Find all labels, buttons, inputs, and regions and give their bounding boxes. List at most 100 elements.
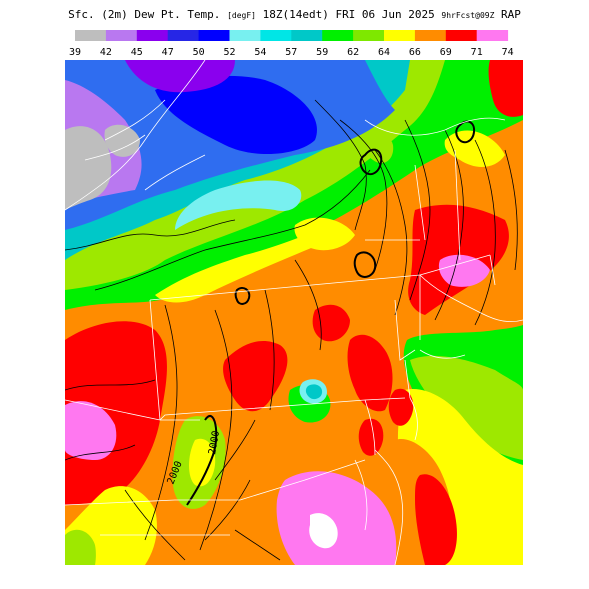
field-name: Sfc. (2m) Dew Pt. Temp.: [68, 8, 221, 21]
color-legend: 39 42 45 47 50 52 54 57 59 62 64 66 69 71 74: [69, 30, 514, 58]
state-border: [104, 99, 166, 141]
state-border: [149, 299, 161, 421]
contour-line: [434, 129, 464, 321]
dewpoint-region-purple: [125, 60, 235, 93]
contour-line: [214, 419, 256, 481]
dewpoint-region-lime: [366, 133, 394, 164]
legend-swatch: [136, 30, 169, 41]
legend-swatch: [445, 30, 478, 41]
legend-label: 45: [131, 47, 143, 58]
legend-swatch: [476, 30, 509, 41]
contour-lines: [65, 99, 518, 561]
contour-line: [65, 219, 236, 251]
dewpoint-region-blue: [155, 75, 317, 155]
legend-label: 62: [347, 47, 359, 58]
dewpoint-region-red: [488, 60, 523, 117]
contour-line: [374, 149, 408, 316]
dewpoint-region-yellow: [189, 438, 216, 487]
legend-swatch: [260, 30, 292, 41]
dewpoint-region-red: [312, 304, 350, 342]
dewpoint-region-gray: [65, 126, 112, 210]
forecast-hour: 9hrFcst@09Z: [441, 11, 495, 20]
contour-line-bold: [186, 415, 218, 506]
contour-line: [234, 529, 281, 561]
dewpoint-region-red: [223, 340, 288, 412]
dewpoint-map: 2000 2000: [65, 60, 523, 565]
dewpoint-fill-regions: [65, 60, 523, 565]
state-border: [419, 254, 491, 276]
contour-line: [314, 99, 367, 231]
contour-line: [65, 444, 136, 461]
state-border: [159, 399, 366, 421]
state-border: [414, 164, 426, 241]
legend-swatch: [322, 30, 354, 41]
contour-label: 2000: [207, 430, 222, 456]
dewpoint-region-teal: [305, 384, 323, 400]
state-border: [454, 149, 461, 261]
state-border: [394, 299, 416, 361]
legend-label: 64: [378, 47, 390, 58]
contour-line: [294, 259, 322, 351]
state-border: [409, 397, 418, 441]
state-border: [364, 399, 376, 456]
legend-swatch: [167, 30, 200, 41]
legend-label: 42: [100, 47, 112, 58]
dewpoint-region-red: [358, 418, 384, 456]
legend-label: 74: [502, 47, 514, 58]
state-border: [65, 399, 161, 421]
legend-swatch: [384, 30, 416, 41]
legend-label: 66: [409, 47, 421, 58]
state-border: [404, 359, 411, 399]
dewpoint-region-yellow: [155, 225, 335, 303]
state-border: [239, 459, 366, 501]
state-border: [364, 397, 406, 401]
state-border: [149, 274, 421, 301]
state-border: [144, 154, 206, 191]
contour-line-bold: [455, 120, 476, 144]
dewpoint-region-red: [388, 388, 414, 426]
contour-line: [199, 309, 233, 551]
dewpoint-region-yellow: [294, 217, 355, 251]
legend-swatch: [414, 30, 447, 41]
legend-swatch: [229, 30, 261, 41]
state-border: [65, 60, 206, 211]
contour-line: [474, 139, 496, 326]
state-border: [419, 274, 523, 323]
contour-line: [264, 289, 275, 411]
legend-label: 52: [223, 47, 235, 58]
legend-swatch: [75, 30, 107, 41]
dewpoint-region-cyan: [175, 180, 302, 230]
map-title: Sfc. (2m) Dew Pt. Temp. [degF] 18Z(14edt…: [0, 8, 589, 21]
dewpoint-region-lime: [65, 529, 96, 565]
dewpoint-region-gray: [104, 124, 140, 157]
contour-line: [404, 119, 431, 301]
legend-label: 50: [193, 47, 205, 58]
state-border: [419, 349, 466, 359]
contour-line: [65, 379, 156, 391]
legend-swatch: [105, 30, 138, 41]
units-label: [degF]: [227, 11, 256, 20]
legend-label: 59: [316, 47, 328, 58]
legend-label: 69: [440, 47, 452, 58]
legend-swatch: [291, 30, 323, 41]
contour-line: [504, 149, 518, 271]
contour-line-bold: [234, 287, 251, 305]
legend-label: 54: [254, 47, 266, 58]
legend-swatch: [353, 30, 385, 41]
legend-label: 47: [162, 47, 174, 58]
dewpoint-region-red: [415, 474, 457, 565]
legend-label: 39: [69, 47, 81, 58]
contour-line-bold: [359, 148, 383, 176]
dewpoint-region-lime: [410, 355, 523, 460]
dewpoint-region-red: [347, 334, 393, 412]
valid-time: 18Z(14edt) FRI 06 Jun 2025: [262, 8, 435, 21]
state-border: [374, 449, 404, 565]
contour-line-bold: [353, 251, 377, 278]
legend-swatch: [198, 30, 230, 41]
contour-line: [94, 169, 371, 291]
model-name: RAP: [501, 8, 521, 21]
state-border: [354, 459, 368, 531]
state-border: [84, 134, 146, 161]
dewpoint-region-pink: [65, 401, 117, 460]
legend-labels: 39 42 45 47 50 52 54 57 59 62 64 66 69 71 74: [69, 47, 514, 58]
